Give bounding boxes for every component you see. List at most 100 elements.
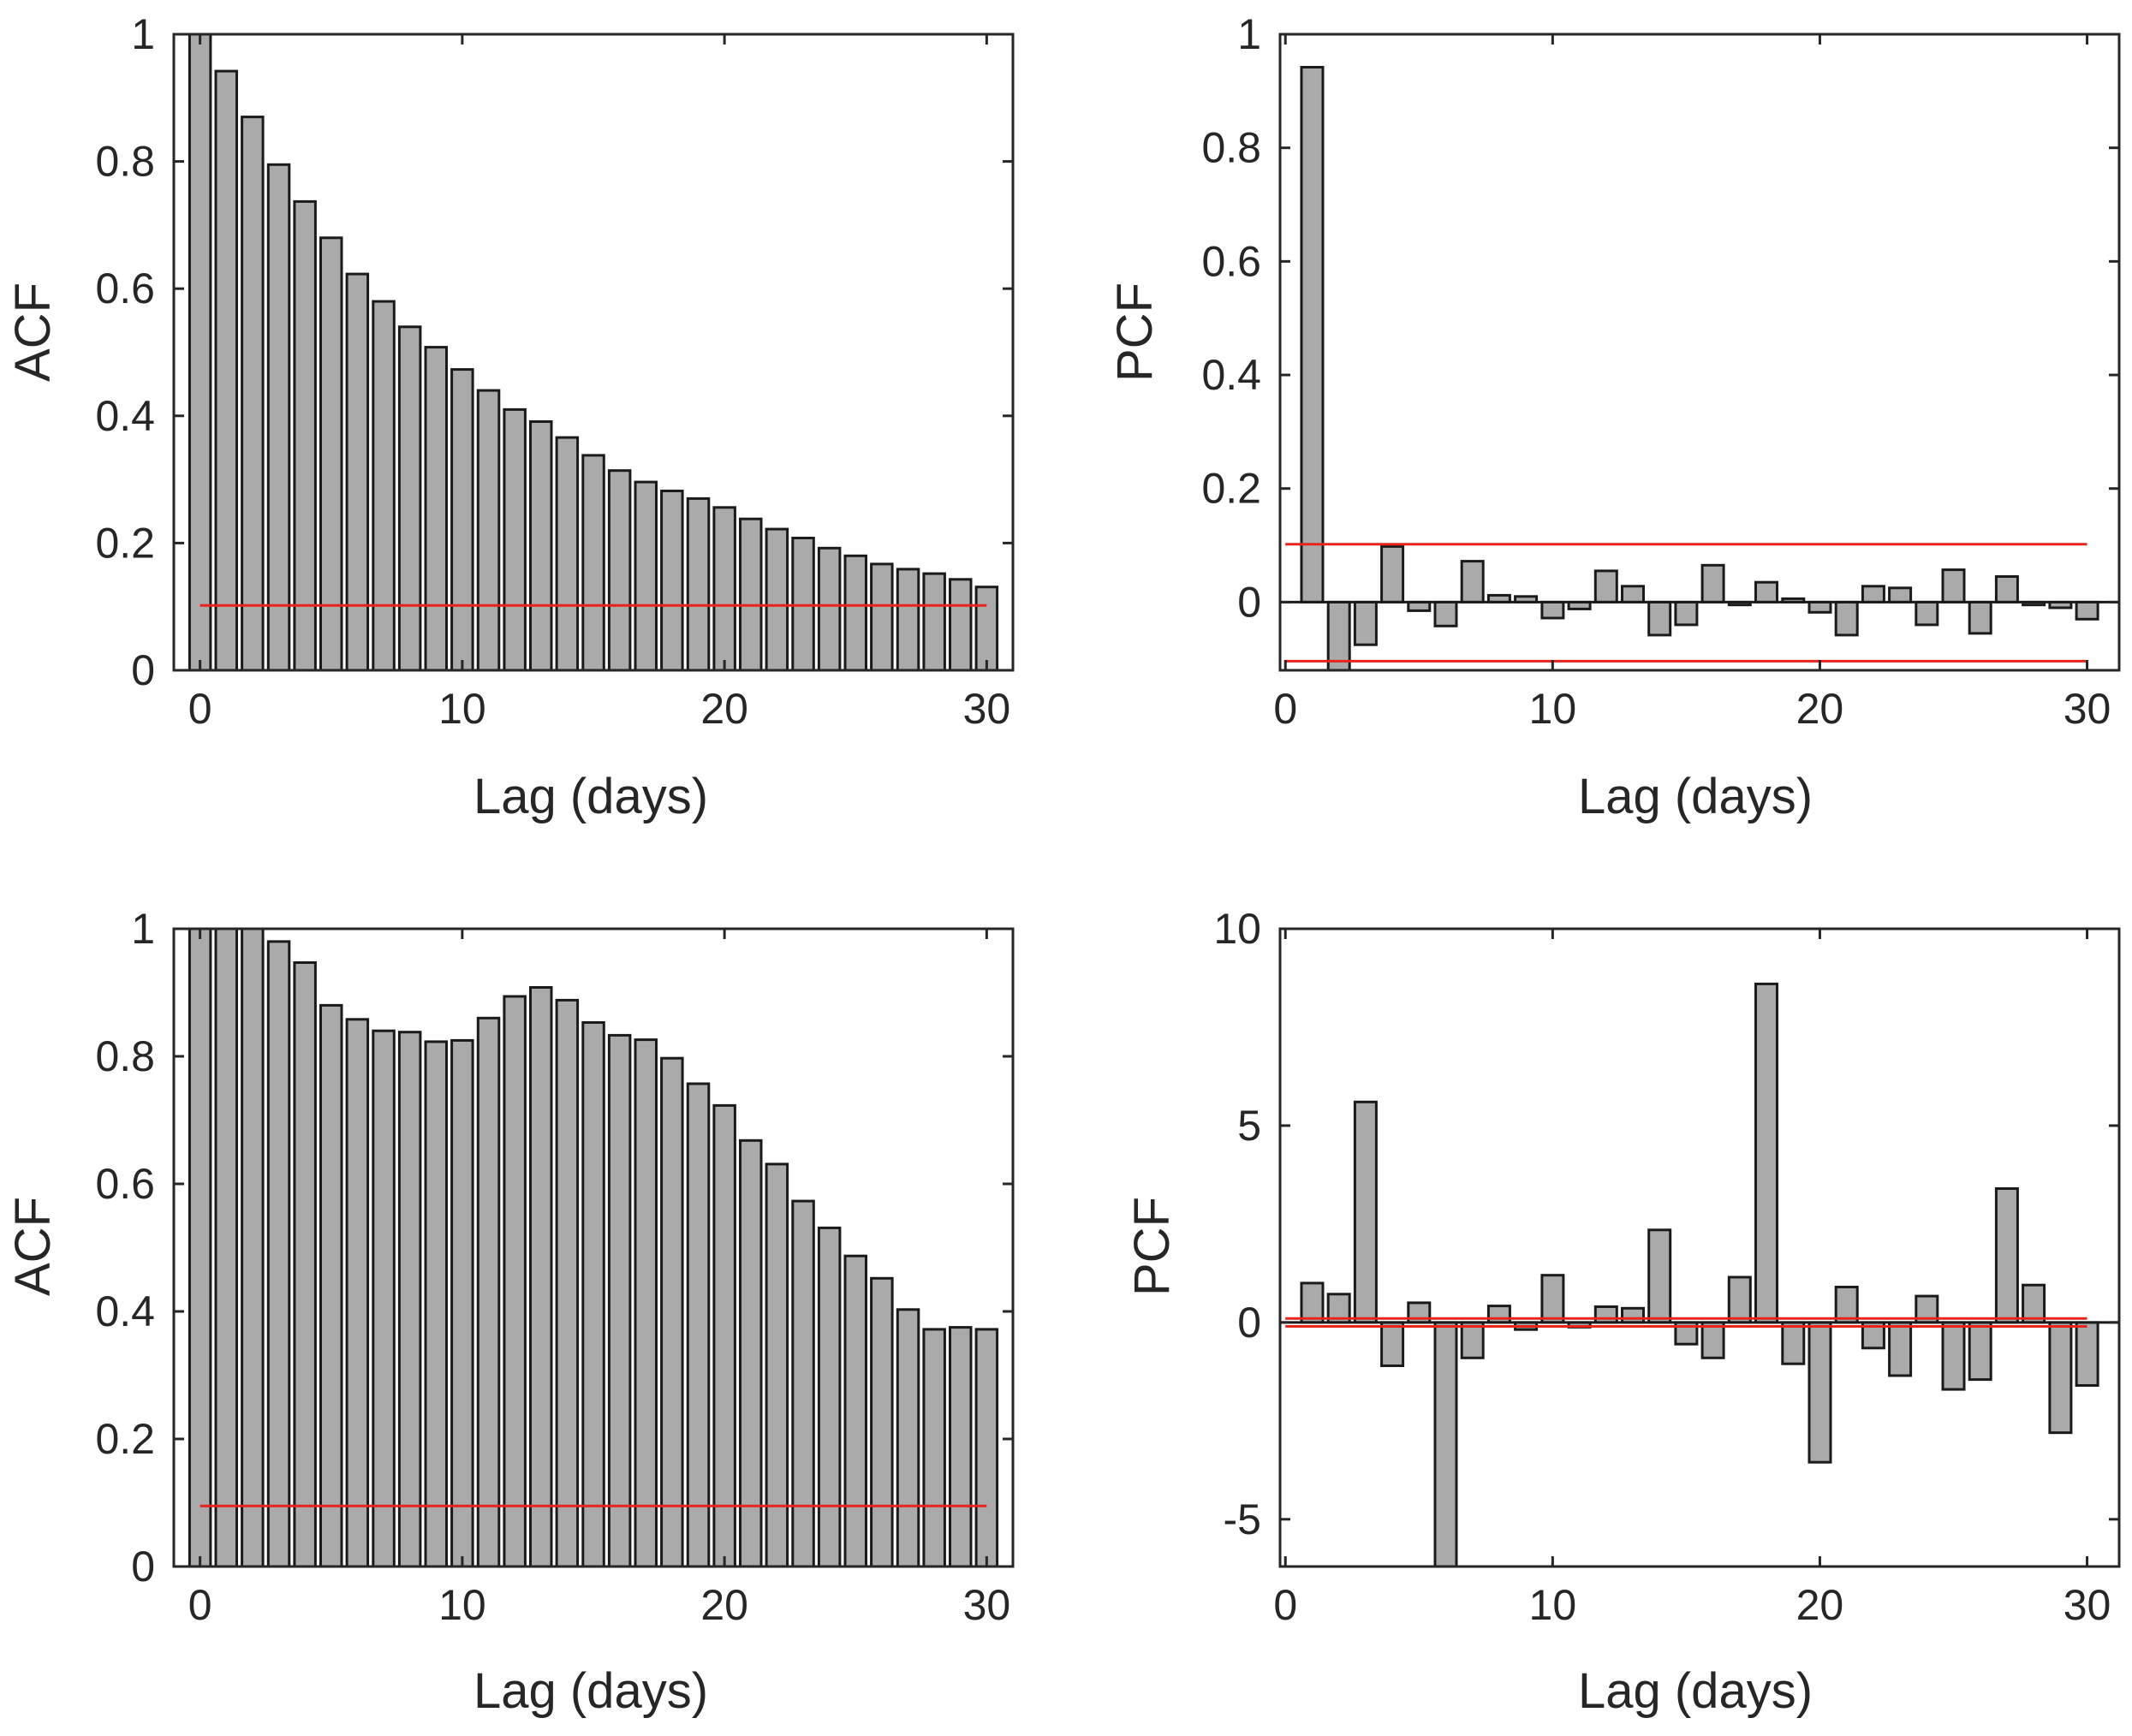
bars — [1300, 982, 2099, 1568]
bar-lag-6 — [345, 1018, 370, 1568]
bar-lag-3 — [266, 940, 291, 1568]
y-axis-title: PCF — [1124, 1197, 1180, 1296]
x-tick-label: 20 — [1796, 1581, 1844, 1629]
bar-lag-4 — [293, 961, 317, 1568]
bar-lag-30 — [2075, 600, 2099, 621]
bar-lag-6 — [345, 272, 370, 672]
x-tick-label: 20 — [700, 1581, 748, 1629]
y-tick-label: 0.4 — [95, 1287, 155, 1335]
x-tick-label: 10 — [1529, 1581, 1577, 1629]
bar-lag-4 — [293, 199, 317, 672]
y-tick-label: 1 — [131, 905, 155, 953]
bar-lag-19 — [1781, 1321, 1806, 1365]
bar-lag-29 — [949, 578, 973, 672]
bar-lag-27 — [896, 1308, 920, 1568]
bar-lag-7 — [372, 300, 396, 672]
bar-lag-8 — [397, 325, 422, 672]
bar-lag-11 — [476, 1016, 501, 1568]
x-tick-label: 20 — [700, 685, 748, 733]
bar-lag-21 — [1834, 1286, 1859, 1324]
bar-lag-29 — [2048, 1321, 2073, 1435]
y-axis-title: ACF — [5, 1197, 61, 1296]
x-tick-label: 10 — [438, 1581, 486, 1629]
bar-lag-17 — [634, 1038, 658, 1568]
y-tick-label: 0.8 — [95, 1032, 155, 1080]
x-tick-label: 30 — [2064, 685, 2111, 733]
y-tick-label: 0.2 — [95, 1415, 155, 1463]
bar-lag-8 — [1486, 1305, 1511, 1324]
bar-lag-26 — [1968, 1321, 1992, 1382]
bar-lag-12 — [1593, 569, 1618, 603]
acf-panel-top-left: ACF Lag (days) 0 10 20 30 0 0.2 0.4 0.6 0.8 1 — [5, 10, 1015, 824]
y-axis-title: PCF — [1107, 282, 1163, 382]
y-tick-label: 0.8 — [95, 138, 155, 186]
bar-lag-0 — [188, 927, 212, 1568]
bar-lag-23 — [791, 1199, 815, 1568]
bar-lag-12 — [503, 995, 527, 1568]
x-tick-label: 10 — [1529, 685, 1577, 733]
bar-lag-25 — [1941, 568, 1966, 603]
bar-lag-27 — [1994, 1187, 2019, 1324]
bar-lag-10 — [450, 368, 474, 672]
y-tick-label: 0 — [1237, 1299, 1261, 1347]
bar-lag-5 — [1407, 600, 1432, 612]
axes-frame — [172, 927, 1015, 1568]
bar-lag-30 — [974, 1328, 999, 1568]
bar-lag-13 — [1621, 1306, 1645, 1324]
y-tick-label: 0.2 — [1201, 465, 1261, 513]
bar-lag-8 — [397, 1031, 422, 1568]
bar-lag-24 — [817, 1226, 842, 1568]
bar-lag-7 — [1460, 1321, 1485, 1359]
bar-lag-30 — [974, 586, 999, 672]
y-tick-label: 0 — [131, 1543, 155, 1590]
bar-lag-13 — [529, 420, 553, 672]
acf-panel-bottom-left: ACF Lag (days) 0 10 20 30 0 0.2 0.4 0.6 0.8 1 — [5, 905, 1015, 1719]
bar-lag-14 — [1647, 1228, 1672, 1324]
bar-lag-27 — [896, 568, 920, 672]
bar-lag-16 — [607, 469, 632, 672]
x-tick-label: 20 — [1796, 685, 1844, 733]
x-tick-label: 0 — [1273, 685, 1297, 733]
bar-lag-12 — [503, 407, 527, 672]
bar-lag-4 — [1380, 544, 1405, 603]
x-tick-label: 0 — [188, 1581, 212, 1629]
bar-lag-12 — [1593, 1305, 1618, 1324]
bar-lag-14 — [555, 998, 580, 1568]
x-axis-title: Lag (days) — [473, 1663, 708, 1719]
bars — [188, 33, 999, 672]
y-tick-label: 0.6 — [1201, 237, 1261, 285]
bar-lag-2 — [241, 927, 265, 1568]
bar-lag-13 — [1621, 585, 1645, 603]
bars — [188, 927, 999, 1568]
bar-lag-21 — [739, 1139, 763, 1568]
bar-lag-16 — [1700, 563, 1725, 603]
bar-lag-9 — [424, 1040, 448, 1568]
bar-lag-26 — [870, 1276, 894, 1568]
bar-lag-22 — [765, 527, 789, 672]
bar-lag-18 — [1754, 982, 1778, 1324]
bar-lag-6 — [1433, 1321, 1458, 1568]
bar-lag-7 — [1460, 560, 1485, 603]
y-tick-label: 10 — [1213, 905, 1261, 953]
x-axis-title: Lag (days) — [1578, 769, 1813, 824]
bar-lag-18 — [1754, 580, 1778, 603]
bar-lag-19 — [686, 1082, 711, 1568]
bar-lag-6 — [1433, 600, 1458, 627]
bar-lag-26 — [1968, 600, 1992, 635]
bar-lag-24 — [1915, 600, 1939, 627]
y-axis-title: ACF — [5, 282, 61, 382]
bar-lag-0 — [188, 33, 212, 672]
bar-lag-10 — [1540, 1274, 1565, 1324]
bar-lag-17 — [1727, 1275, 1752, 1324]
bar-lag-21 — [739, 517, 763, 672]
bar-lag-18 — [660, 1056, 684, 1568]
x-tick-label: 30 — [963, 685, 1011, 733]
bar-lag-2 — [241, 116, 265, 672]
bar-lag-3 — [1353, 600, 1378, 646]
bar-lag-14 — [1647, 600, 1672, 637]
x-axis-title: Lag (days) — [473, 769, 708, 824]
x-tick-label: 10 — [438, 685, 486, 733]
bar-lag-3 — [266, 163, 291, 672]
